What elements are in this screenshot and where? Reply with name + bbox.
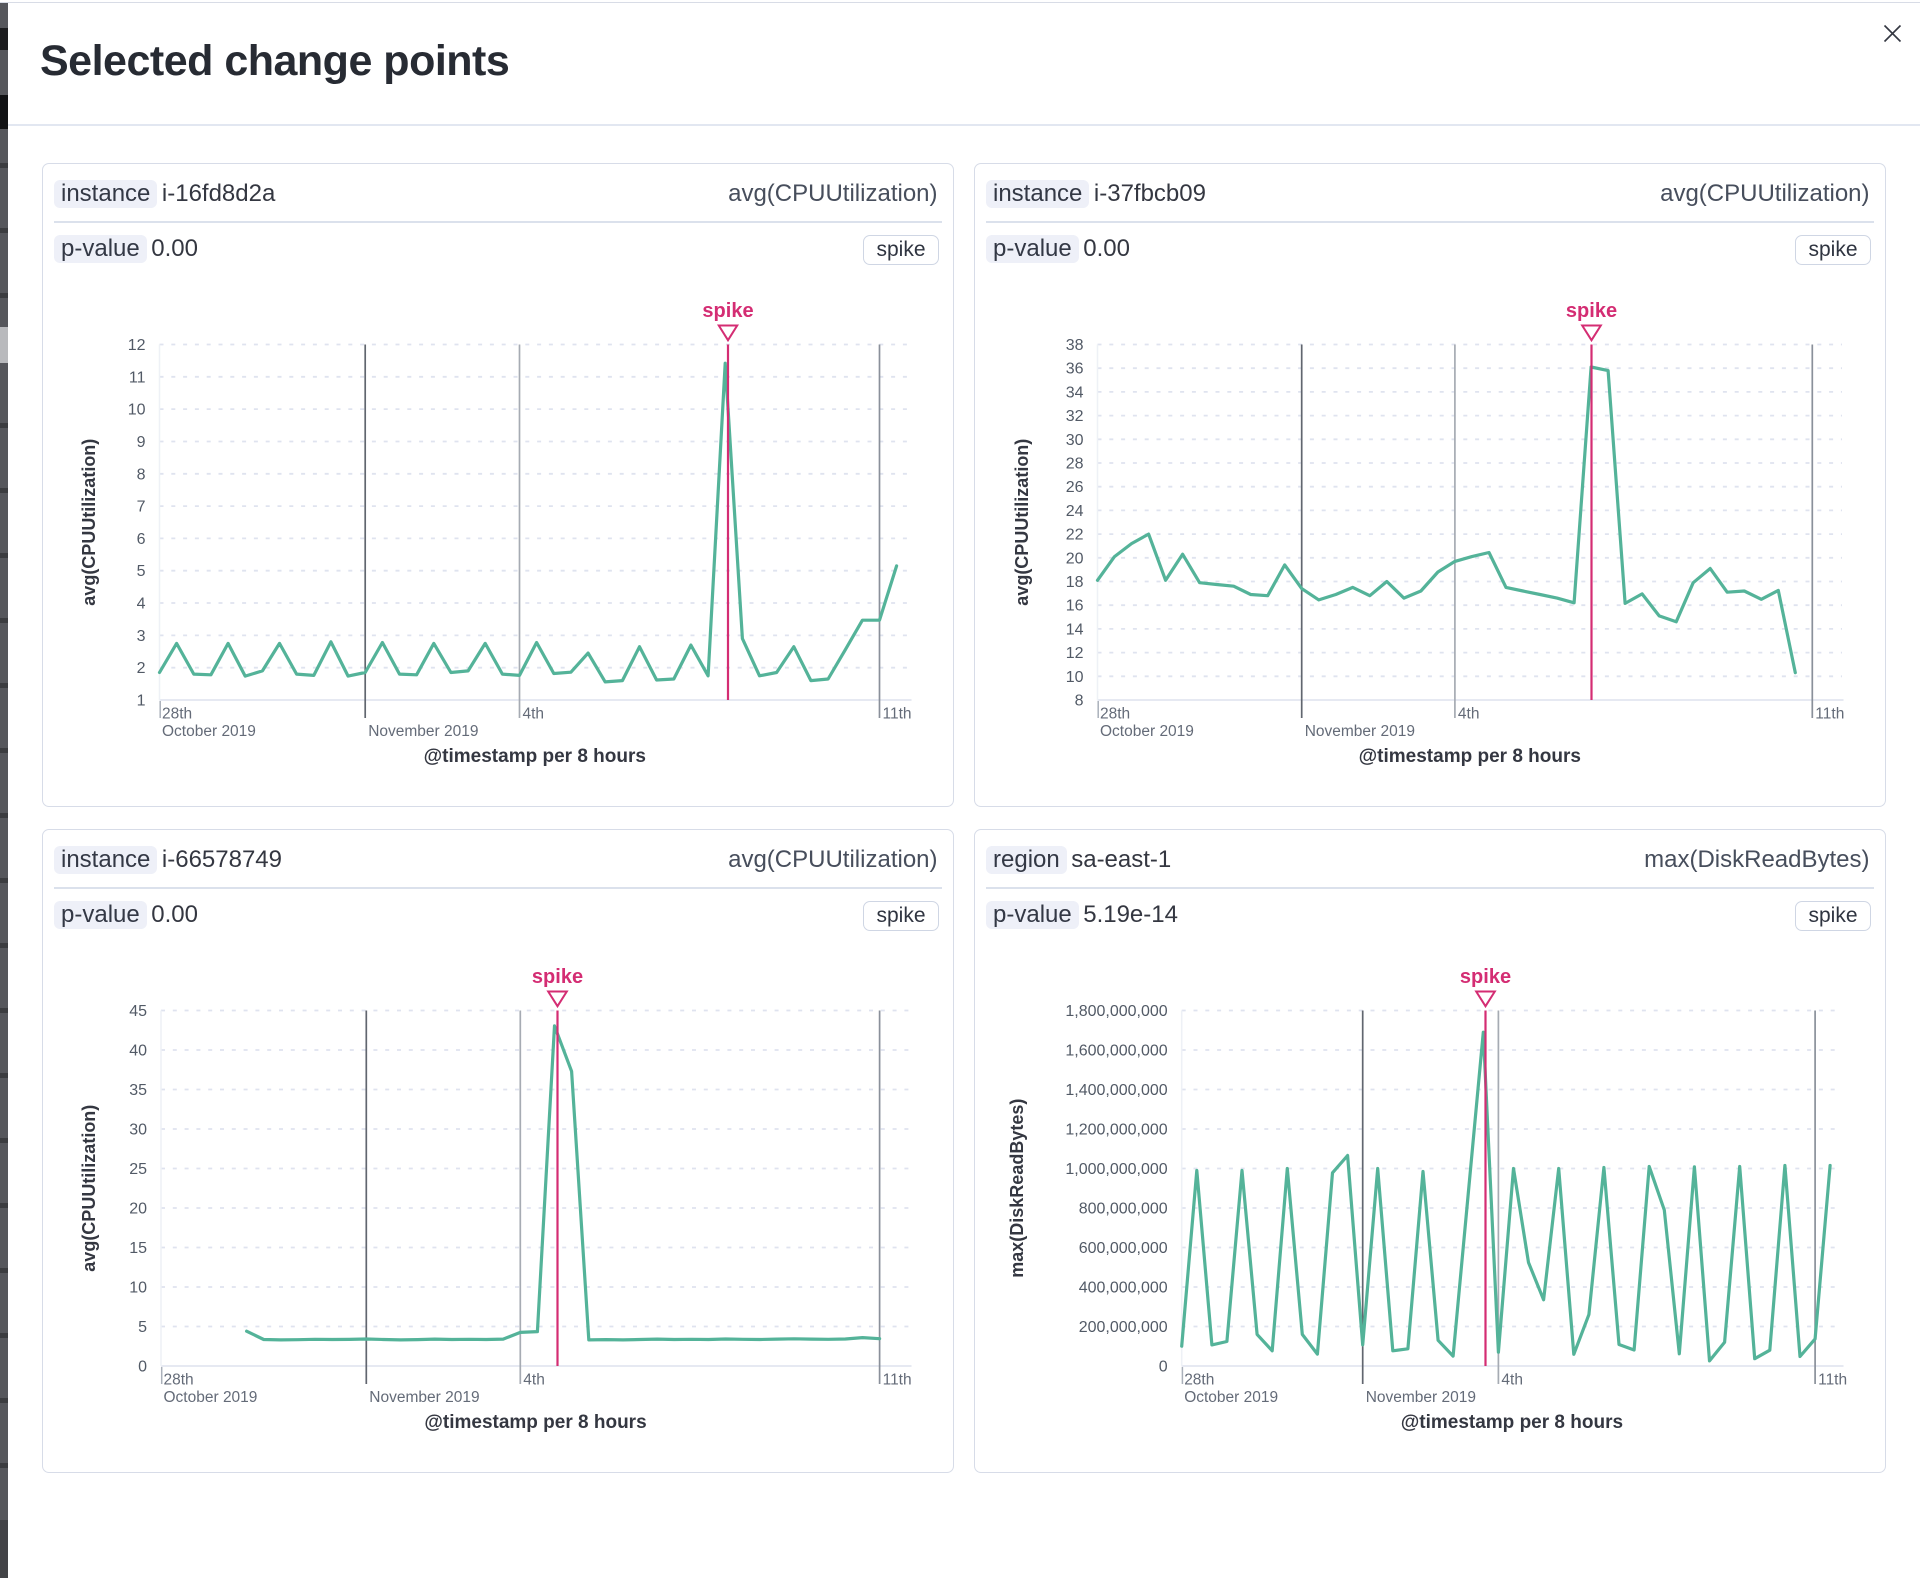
svg-text:40: 40 xyxy=(129,1043,147,1060)
svg-text:26: 26 xyxy=(1066,479,1084,496)
svg-text:14: 14 xyxy=(1066,621,1084,638)
svg-text:6: 6 xyxy=(137,531,146,548)
svg-text:10: 10 xyxy=(129,1280,147,1297)
svg-text:max(DiskReadBytes): max(DiskReadBytes) xyxy=(1007,1099,1027,1278)
svg-text:@timestamp per 8 hours: @timestamp per 8 hours xyxy=(1401,1412,1623,1433)
svg-text:45: 45 xyxy=(129,1003,147,1020)
svg-text:30: 30 xyxy=(1066,432,1084,449)
svg-text:18: 18 xyxy=(1066,574,1084,591)
svg-text:0: 0 xyxy=(1159,1359,1168,1376)
svg-text:20: 20 xyxy=(1066,550,1084,567)
svg-text:November 2019: November 2019 xyxy=(368,723,478,740)
svg-text:28th: 28th xyxy=(1100,706,1130,723)
svg-text:600,000,000: 600,000,000 xyxy=(1079,1240,1168,1257)
svg-text:1,400,000,000: 1,400,000,000 xyxy=(1065,1082,1167,1099)
svg-text:1: 1 xyxy=(137,693,146,710)
svg-text:7: 7 xyxy=(137,499,146,516)
svg-text:@timestamp per 8 hours: @timestamp per 8 hours xyxy=(1359,746,1581,767)
svg-text:spike: spike xyxy=(1566,300,1617,322)
svg-text:spike: spike xyxy=(1460,966,1511,988)
svg-text:10: 10 xyxy=(1066,669,1084,686)
svg-text:November 2019: November 2019 xyxy=(369,1389,479,1406)
svg-text:32: 32 xyxy=(1066,408,1084,425)
svg-text:3: 3 xyxy=(137,628,146,645)
svg-text:1,800,000,000: 1,800,000,000 xyxy=(1065,1003,1167,1020)
svg-text:1,200,000,000: 1,200,000,000 xyxy=(1065,1122,1167,1139)
svg-text:200,000,000: 200,000,000 xyxy=(1079,1319,1168,1336)
svg-text:16: 16 xyxy=(1066,598,1084,615)
svg-text:400,000,000: 400,000,000 xyxy=(1079,1280,1168,1297)
svg-text:October 2019: October 2019 xyxy=(164,1389,258,1406)
svg-text:avg(CPUUtilization): avg(CPUUtilization) xyxy=(1012,439,1032,606)
svg-text:4th: 4th xyxy=(523,1372,545,1389)
svg-text:11: 11 xyxy=(129,369,146,386)
svg-text:4th: 4th xyxy=(1501,1372,1523,1389)
svg-text:4: 4 xyxy=(137,596,146,613)
svg-text:11th: 11th xyxy=(883,1372,912,1389)
svg-text:spike: spike xyxy=(702,300,753,322)
svg-text:4th: 4th xyxy=(523,706,545,723)
svg-text:20: 20 xyxy=(129,1201,147,1218)
svg-text:24: 24 xyxy=(1066,503,1084,520)
svg-text:15: 15 xyxy=(129,1240,147,1257)
svg-text:8: 8 xyxy=(1075,693,1084,710)
svg-text:36: 36 xyxy=(1066,361,1084,378)
svg-text:25: 25 xyxy=(129,1161,147,1178)
svg-text:October 2019: October 2019 xyxy=(162,723,256,740)
svg-text:avg(CPUUtilization): avg(CPUUtilization) xyxy=(79,1105,99,1272)
svg-text:11th: 11th xyxy=(1815,706,1844,723)
svg-text:avg(CPUUtilization): avg(CPUUtilization) xyxy=(79,439,99,606)
svg-text:1,000,000,000: 1,000,000,000 xyxy=(1065,1161,1167,1178)
svg-text:5: 5 xyxy=(137,563,146,580)
svg-text:28th: 28th xyxy=(162,706,192,723)
svg-text:8: 8 xyxy=(137,466,146,483)
svg-text:spike: spike xyxy=(532,966,583,988)
svg-text:November 2019: November 2019 xyxy=(1305,723,1415,740)
svg-text:November 2019: November 2019 xyxy=(1366,1389,1476,1406)
svg-text:October 2019: October 2019 xyxy=(1184,1389,1278,1406)
svg-text:34: 34 xyxy=(1066,384,1084,401)
svg-text:4th: 4th xyxy=(1458,706,1480,723)
svg-text:2: 2 xyxy=(137,660,146,677)
svg-text:10: 10 xyxy=(128,402,146,419)
svg-text:28th: 28th xyxy=(1184,1372,1214,1389)
svg-text:28: 28 xyxy=(1066,456,1084,473)
svg-text:1,600,000,000: 1,600,000,000 xyxy=(1065,1043,1167,1060)
svg-text:22: 22 xyxy=(1066,527,1084,544)
svg-text:@timestamp per 8 hours: @timestamp per 8 hours xyxy=(424,1412,646,1433)
svg-text:11th: 11th xyxy=(1818,1372,1847,1389)
svg-text:30: 30 xyxy=(129,1122,147,1139)
svg-text:38: 38 xyxy=(1066,337,1084,354)
svg-text:11th: 11th xyxy=(883,706,912,723)
svg-text:@timestamp per 8 hours: @timestamp per 8 hours xyxy=(424,746,646,767)
svg-text:5: 5 xyxy=(138,1319,147,1336)
svg-text:9: 9 xyxy=(137,434,146,451)
svg-text:35: 35 xyxy=(129,1082,147,1099)
svg-text:28th: 28th xyxy=(164,1372,194,1389)
svg-text:0: 0 xyxy=(138,1359,147,1376)
svg-text:12: 12 xyxy=(128,337,146,354)
svg-text:October 2019: October 2019 xyxy=(1100,723,1194,740)
svg-text:800,000,000: 800,000,000 xyxy=(1079,1201,1168,1218)
svg-text:12: 12 xyxy=(1066,645,1084,662)
